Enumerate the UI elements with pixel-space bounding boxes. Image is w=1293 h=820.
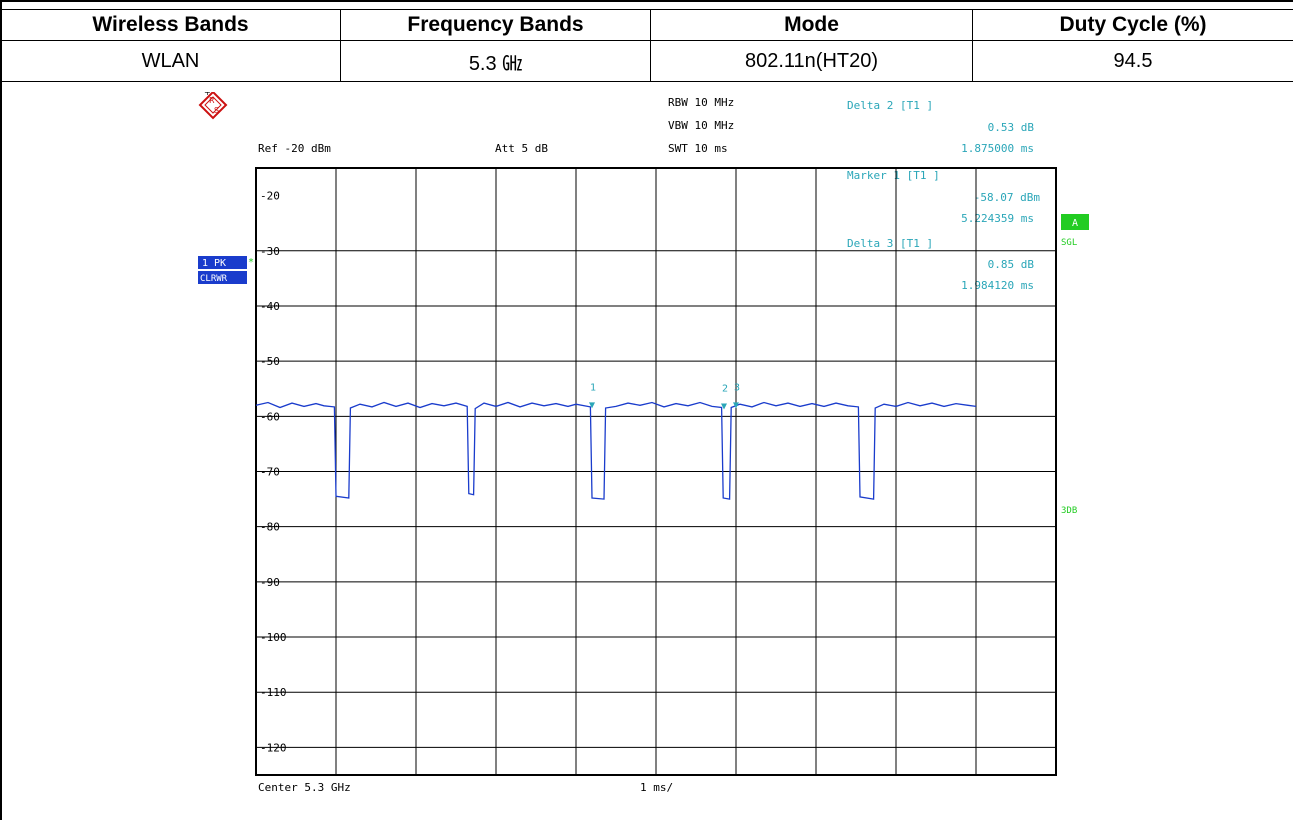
ref-level-label: Ref -20 dBm (258, 142, 331, 155)
y-tick-label: -20 (260, 190, 280, 203)
status-indicators: A SGL 3DB (1061, 214, 1089, 516)
y-tick-label: -100 (260, 631, 287, 644)
marker-tag: 2 (722, 383, 728, 394)
header-frequency-bands: Frequency Bands (340, 9, 651, 41)
spectrum-analyzer-plot: R S + Ref -20 dBm Att 5 dB RBW 10 MHz VB… (198, 92, 1089, 794)
trace-label: 1 PK * CLRWR (198, 256, 254, 284)
delta3-title: Delta 3 [T1 ] (847, 237, 933, 250)
indicator-3db: 3DB (1061, 506, 1077, 516)
table-row: WLAN 5.3 ㎓ 802.11n(HT20) 94.5 (0, 40, 1293, 82)
delta3-value: 0.85 dB (988, 258, 1035, 271)
rohde-schwarz-logo: R S + (198, 92, 228, 120)
header-wireless-bands: Wireless Bands (0, 9, 341, 41)
svg-text:R: R (209, 96, 215, 105)
rbw-label: RBW 10 MHz (668, 96, 734, 109)
indicator-sgl: SGL (1061, 238, 1077, 248)
marker-triangle (721, 403, 727, 410)
time-per-div-label: 1 ms/ (640, 781, 673, 794)
plot-grid (255, 167, 1057, 776)
marker-triangle (733, 402, 739, 409)
indicator-a: A (1072, 218, 1078, 229)
sweep-time-label: SWT 10 ms (668, 142, 728, 155)
header-duty-cycle: Duty Cycle (%) (972, 9, 1293, 41)
y-tick-labels: -20 -30 -40 -50 -60 -70 -80 -90 -100 -110 -120 (260, 190, 287, 755)
svg-text:S: S (214, 106, 219, 115)
svg-text:+: + (204, 92, 211, 97)
y-tick-label: -110 (260, 686, 287, 699)
table-header-row: Wireless Bands Frequency Bands Mode Duty… (0, 9, 1293, 41)
attenuation-label: Att 5 dB (495, 142, 548, 155)
indicator-a-box (1061, 214, 1089, 230)
y-tick-label: -80 (260, 521, 280, 534)
y-tick-label: -40 (260, 300, 280, 313)
trace-star-icon: * (248, 257, 254, 268)
trace-series (255, 401, 977, 500)
cell-duty-cycle: 94.5 (972, 40, 1293, 82)
marker1-title: Marker 1 [T1 ] (847, 169, 940, 182)
vbw-label: VBW 10 MHz (668, 119, 734, 132)
y-tick-label: -60 (260, 410, 280, 423)
top-border (0, 0, 1293, 2)
y-tick-label: -70 (260, 466, 280, 479)
cell-wireless-band: WLAN (0, 40, 341, 82)
y-tick-label: -50 (260, 355, 280, 368)
trace-mode-label: CLRWR (200, 274, 228, 284)
marker-triangle (589, 402, 595, 409)
left-border (0, 0, 2, 820)
marker1-time: 5.224359 ms (961, 212, 1034, 225)
cell-frequency-band: 5.3 ㎓ (340, 40, 651, 82)
delta2-title: Delta 2 [T1 ] (847, 99, 933, 112)
y-tick-label: -30 (260, 245, 280, 258)
y-tick-label: -90 (260, 576, 280, 589)
y-tick-label: -120 (260, 741, 287, 754)
marker-tag: 3 (734, 382, 740, 393)
center-frequency-label: Center 5.3 GHz (258, 781, 351, 794)
header-mode: Mode (650, 9, 973, 41)
marker1-value: -58.07 dBm (974, 191, 1041, 204)
delta3-time: 1.984120 ms (961, 279, 1034, 292)
delta2-time: 1.875000 ms (961, 142, 1034, 155)
trace-line (255, 401, 977, 500)
test-info-table: Wireless Bands Frequency Bands Mode Duty… (0, 9, 1293, 82)
trace-detector-label: 1 PK (202, 258, 226, 269)
cell-mode: 802.11n(HT20) (650, 40, 973, 82)
marker-tag: 1 (590, 382, 596, 393)
delta2-value: 0.53 dB (988, 121, 1035, 134)
